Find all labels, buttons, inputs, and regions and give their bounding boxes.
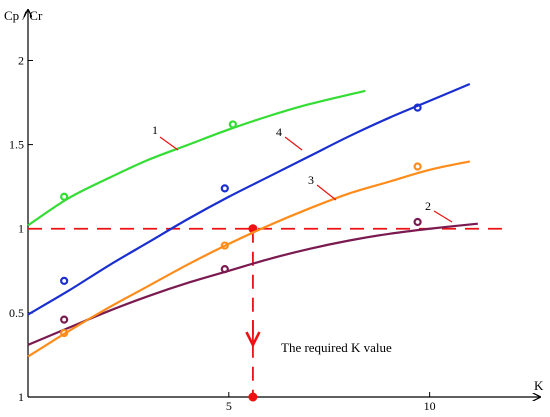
series-1: 1 xyxy=(27,89,366,227)
series-2-point xyxy=(413,217,422,227)
y-tick-label: 1.5 xyxy=(9,138,24,152)
x-tick-label: 5 xyxy=(226,399,232,413)
series-1-line xyxy=(27,89,366,227)
series-3-point xyxy=(413,162,422,171)
required-k-annotation: The required K value xyxy=(281,340,392,355)
series-2-leader xyxy=(433,210,453,223)
series-1-point xyxy=(228,120,237,129)
series-2: 2 xyxy=(27,199,478,346)
series-2-label: 2 xyxy=(425,199,431,213)
series-3-label: 3 xyxy=(308,173,314,187)
y-tick-label: 1 xyxy=(18,222,24,236)
y-tick-label: 0.5 xyxy=(9,306,24,320)
x-tick-label: 10 xyxy=(424,399,436,413)
series-1-leader xyxy=(159,136,179,151)
axes: Cp / Cr K xyxy=(4,8,544,397)
series-2-line xyxy=(27,222,478,346)
series-3: 3 xyxy=(27,160,471,358)
series-4-point xyxy=(413,103,422,112)
series-group: 1 2 3 4 xyxy=(27,83,478,358)
series-4-point xyxy=(220,184,229,193)
series-3-point xyxy=(220,241,229,250)
series-3-point xyxy=(60,328,69,338)
y-tick-label: 2 xyxy=(18,53,24,67)
y-axis-title: Cp / Cr xyxy=(4,8,43,23)
series-1-label: 1 xyxy=(152,123,158,137)
series-3-leader xyxy=(316,184,337,201)
series-4-line xyxy=(27,83,471,316)
series-4-point xyxy=(60,276,69,285)
series-2-point xyxy=(60,315,69,324)
series-4-label: 4 xyxy=(276,125,282,139)
series-2-point xyxy=(220,265,229,274)
series-4-leader xyxy=(284,136,303,151)
series-1-point xyxy=(60,192,69,201)
reference-dot-bottom xyxy=(248,392,258,402)
y-tick-label: 1 xyxy=(18,390,24,404)
x-axis-title: K xyxy=(534,378,544,393)
ticks: 5 10 1 0.5 1 1.5 2 xyxy=(9,53,436,413)
series-3-line xyxy=(27,160,471,358)
series-4: 4 xyxy=(27,83,471,316)
